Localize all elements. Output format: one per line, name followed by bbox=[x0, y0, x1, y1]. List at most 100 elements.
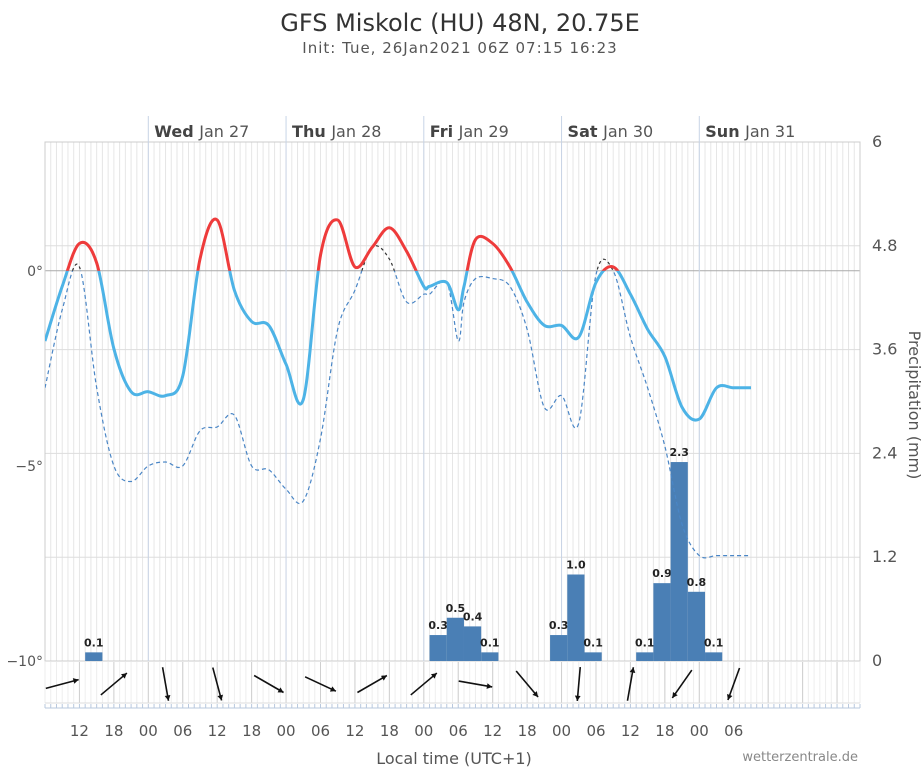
precip-bar bbox=[584, 652, 602, 661]
y-left-tick-label: 0° bbox=[27, 264, 43, 280]
x-tick-label: 12 bbox=[345, 722, 364, 740]
precip-bar-label: 2.3 bbox=[669, 446, 689, 459]
wind-arrow-shaft bbox=[458, 680, 493, 688]
precip-bar bbox=[550, 635, 568, 661]
x-tick-label: 18 bbox=[655, 722, 674, 740]
y-right-axis-label: Precipitation (mm) bbox=[905, 331, 921, 480]
y-right-tick-label: 3.6 bbox=[872, 340, 897, 359]
wind-arrow bbox=[45, 678, 79, 690]
x-tick-label: 00 bbox=[277, 722, 296, 740]
precip-bar-label: 0.1 bbox=[704, 636, 724, 649]
wind-arrow-shaft bbox=[410, 672, 438, 696]
x-tick-label: 12 bbox=[621, 722, 640, 740]
wind-arrow bbox=[357, 674, 388, 694]
precip-bar bbox=[705, 652, 723, 661]
plot-layer: Wed Jan 27 Thu Jan 28 Fri Jan 29 Sat Jan 30… bbox=[6, 116, 897, 740]
wind-arrow-head bbox=[486, 683, 493, 689]
x-tick-label: 00 bbox=[552, 722, 571, 740]
precip-bar-label: 0.3 bbox=[428, 619, 448, 632]
chart-credit: wetterzentrale.de bbox=[742, 750, 858, 765]
wind-arrow-shaft bbox=[212, 667, 223, 701]
wind-arrow-head bbox=[329, 686, 336, 692]
wind-arrow bbox=[671, 669, 693, 699]
x-tick-label: 18 bbox=[242, 722, 261, 740]
wind-arrow bbox=[161, 667, 171, 701]
x-tick-label: 06 bbox=[311, 722, 330, 740]
x-tick-label: 00 bbox=[414, 722, 433, 740]
wind-arrow bbox=[100, 672, 128, 696]
temperature-line bbox=[45, 270, 751, 422]
day-label: Sun Jan 31 bbox=[705, 122, 795, 141]
precip-bar bbox=[670, 462, 688, 661]
y-right-tick-label: 6 bbox=[872, 132, 882, 151]
chart-title: GFS Miskolc (HU) 48N, 20.75E bbox=[280, 9, 640, 37]
wind-arrow-shaft bbox=[727, 667, 741, 701]
x-tick-label: 12 bbox=[483, 722, 502, 740]
wind-arrow-shaft bbox=[304, 676, 337, 692]
x-tick-label: 00 bbox=[139, 722, 158, 740]
wind-arrow bbox=[304, 676, 337, 692]
precip-bar bbox=[429, 635, 447, 661]
dewpoint-line bbox=[45, 270, 751, 559]
wind-arrow bbox=[253, 674, 284, 694]
x-tick-label: 12 bbox=[70, 722, 89, 740]
x-tick-label: 18 bbox=[380, 722, 399, 740]
precip-bar bbox=[85, 652, 103, 661]
x-tick-label: 12 bbox=[208, 722, 227, 740]
y-right-tick-label: 1.2 bbox=[872, 547, 897, 566]
wind-arrow-shaft bbox=[671, 669, 693, 699]
wind-arrow-shaft bbox=[253, 674, 284, 694]
x-tick-label: 06 bbox=[449, 722, 468, 740]
wind-arrow bbox=[515, 670, 539, 698]
wind-arrow bbox=[574, 666, 582, 702]
precip-bar bbox=[636, 652, 654, 661]
precip-bar-label: 0.5 bbox=[446, 602, 466, 615]
wind-arrow bbox=[458, 680, 493, 689]
wind-arrow-shaft bbox=[161, 667, 170, 701]
y-right-tick-label: 4.8 bbox=[872, 236, 897, 255]
x-tick-label: 00 bbox=[690, 722, 709, 740]
day-label: Sat Jan 30 bbox=[568, 122, 654, 141]
x-tick-label: 06 bbox=[173, 722, 192, 740]
day-label: Fri Jan 29 bbox=[430, 122, 509, 141]
wind-arrow bbox=[626, 667, 636, 701]
precip-bar bbox=[481, 652, 499, 661]
wind-arrow-head bbox=[121, 673, 127, 679]
precip-bar-label: 0.1 bbox=[480, 636, 500, 649]
day-label: Thu Jan 28 bbox=[292, 122, 381, 141]
x-axis-label: Local time (UTC+1) bbox=[376, 749, 532, 768]
chart-subtitle: Init: Tue, 26Jan2021 06Z 07:15 16:23 bbox=[302, 39, 617, 57]
wind-arrow-shaft bbox=[100, 672, 128, 696]
wind-arrow-head bbox=[72, 678, 79, 684]
precip-bar bbox=[446, 617, 464, 661]
temperature-line-above-zero bbox=[65, 217, 620, 271]
wind-arrow bbox=[410, 672, 438, 696]
precip-bar-label: 0.1 bbox=[583, 636, 603, 649]
wind-arrow-shaft bbox=[515, 670, 539, 698]
y-right-tick-label: 2.4 bbox=[872, 443, 897, 462]
y-right-tick-label: 0 bbox=[872, 651, 882, 670]
precip-bar bbox=[687, 591, 706, 661]
wind-arrow-head bbox=[430, 673, 437, 679]
wind-arrow-head bbox=[727, 694, 733, 700]
y-left-tick-label: −10° bbox=[6, 654, 43, 670]
x-tick-label: 06 bbox=[586, 722, 605, 740]
precip-bar bbox=[567, 574, 585, 661]
precip-bar-label: 0.4 bbox=[463, 610, 483, 623]
wind-arrow-head bbox=[217, 694, 223, 701]
wind-arrow bbox=[727, 667, 741, 701]
precip-bar bbox=[463, 626, 482, 661]
y-left-tick-label: −5° bbox=[15, 459, 43, 475]
wind-arrow-head bbox=[532, 691, 539, 698]
precip-bar-label: 0.1 bbox=[635, 636, 655, 649]
wind-arrow-head bbox=[277, 687, 284, 693]
precip-bar-label: 0.1 bbox=[84, 636, 104, 649]
wind-arrow-shaft bbox=[626, 667, 635, 701]
precip-bar-label: 0.3 bbox=[549, 619, 569, 632]
wind-arrow-head bbox=[574, 695, 581, 701]
wind-arrow-head bbox=[629, 667, 636, 673]
precip-bar-label: 1.0 bbox=[566, 559, 586, 572]
wind-arrow-head bbox=[164, 695, 171, 701]
precip-bar bbox=[653, 583, 671, 661]
